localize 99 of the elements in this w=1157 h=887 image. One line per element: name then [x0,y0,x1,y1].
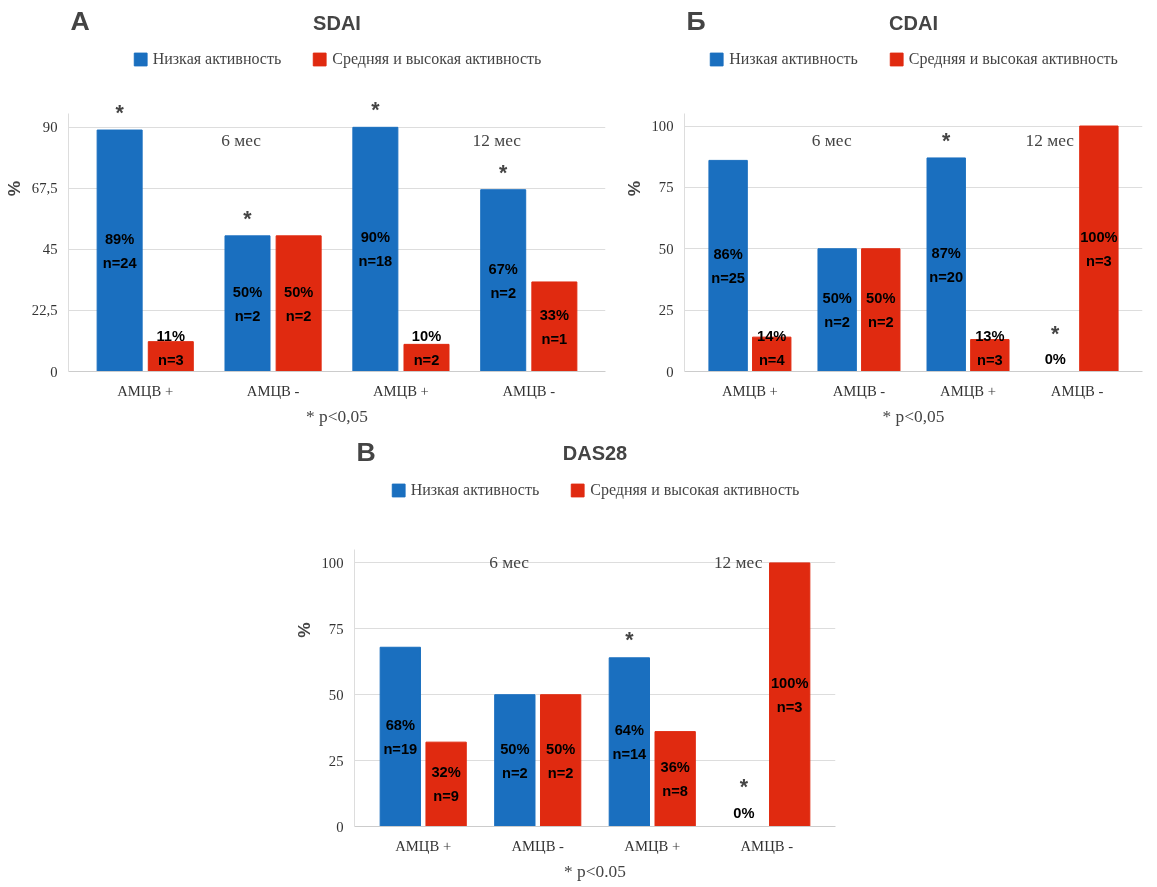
bar [275,235,322,372]
data-label: 36% n=8 [660,759,690,800]
y-tick-label: 90 [42,119,58,136]
bar [926,157,966,372]
text: А [70,6,90,37]
bar [224,235,271,372]
data-label: 100% n=3 [770,674,809,715]
x-tick-label: АМЦВ - [502,382,556,399]
x-tick-label: АМЦВ - [740,837,794,854]
y-tick-label: 25 [328,752,344,769]
text: * p<0,05 [306,406,368,426]
annotation: 12 мес [1025,130,1075,150]
data-label: 32% n=9 [431,764,461,805]
annotation: 6 мес [489,552,530,572]
data-label: 100% n=3 [1080,228,1118,269]
data-label: 0% [733,804,755,821]
data-label: 67% n=2 [488,260,518,301]
data-label: 50% n=2 [232,283,263,324]
bar [817,248,857,372]
annotation: * [1051,321,1061,346]
y-axis-title: % [3,180,24,197]
bar [1079,125,1119,372]
text: В [356,436,376,467]
y-tick-label: 100 [651,118,674,135]
annotation: 6 мес [811,130,852,150]
data-label: 90% n=18 [358,229,393,270]
annotation: * [115,100,125,125]
data-label: 50% n=2 [500,740,530,781]
legend-label: Средняя и высокая активность [590,481,800,499]
x-tick-label: АМЦВ - [1050,382,1104,399]
y-tick-label: 75 [328,620,344,637]
data-label: 86% n=25 [711,245,746,286]
y-tick-label: 45 [42,241,58,258]
annotation: 6 мес [221,130,262,150]
y-tick-label: 50 [658,240,674,257]
x-tick-label: АМЦВ - [832,382,886,399]
annotation: * [739,774,749,799]
data-label: 64% n=14 [612,722,648,763]
bar [861,248,901,372]
y-axis-title: % [623,180,644,197]
x-tick-label: АМЦВ + [372,382,429,399]
y-tick-label: 75 [658,179,674,196]
chart-title: SDAI [313,11,361,34]
bar [539,694,582,827]
annotation: * [371,98,381,123]
text: * p<0.05 [564,861,626,881]
bar [608,657,651,827]
bar [654,731,696,827]
x-tick-label: АМЦВ + [940,382,996,399]
data-label: 33% n=1 [539,306,570,347]
bar [494,694,536,827]
data-label: 89% n=24 [102,230,138,271]
chart-title: DAS28 [562,441,628,464]
y-tick-label: 0 [50,363,58,380]
bar [352,126,399,372]
annotation: * [499,160,509,185]
x-tick-label: АМЦВ + [117,382,174,399]
y-axis-title: % [293,622,314,638]
data-label: 10% n=2 [411,328,442,369]
legend-label: Низкая активность [410,481,540,499]
annotation: * [243,206,253,231]
data-label: 87% n=20 [929,244,964,285]
y-tick-label: 25 [658,302,674,319]
y-tick-label: 67,5 [31,180,58,197]
bar [96,129,143,372]
annotation: 12 мес [713,552,763,572]
bar [531,281,578,372]
annotation: * [625,628,635,653]
data-label: 50% n=2 [283,283,314,324]
text: * p<0,05 [882,406,945,426]
legend-label: Средняя и высокая активность [332,50,542,68]
bar [769,562,811,827]
x-tick-label: АМЦВ + [624,837,681,854]
y-tick-label: 0 [336,818,344,835]
bar [480,189,527,372]
annotation: 12 мес [472,130,522,150]
data-label: 50% n=2 [866,290,896,331]
bar [708,159,748,372]
data-label: 50% n=2 [822,290,852,331]
x-tick-label: АМЦВ + [721,382,778,399]
data-label: 50% n=2 [545,740,576,781]
x-tick-label: АМЦВ - [511,837,565,854]
bar [379,646,421,827]
data-label: 68% n=19 [383,716,418,757]
legend-label: Низкая активность [729,50,858,68]
data-label: 11% n=3 [156,328,186,369]
bar [425,741,467,827]
legend-label: Низкая активность [152,50,282,68]
annotation: * [942,128,952,153]
y-tick-label: 100 [321,554,344,571]
x-tick-label: АМЦВ - [246,382,300,399]
legend-label: Средняя и высокая активность [908,50,1118,68]
y-tick-label: 50 [328,686,344,703]
data-label: 0% [1044,350,1066,367]
chart-title: CDAI [889,11,938,34]
x-tick-label: АМЦВ + [395,837,452,854]
text: Б [686,6,706,37]
y-tick-label: 0 [666,363,674,380]
y-tick-label: 22,5 [31,302,58,319]
